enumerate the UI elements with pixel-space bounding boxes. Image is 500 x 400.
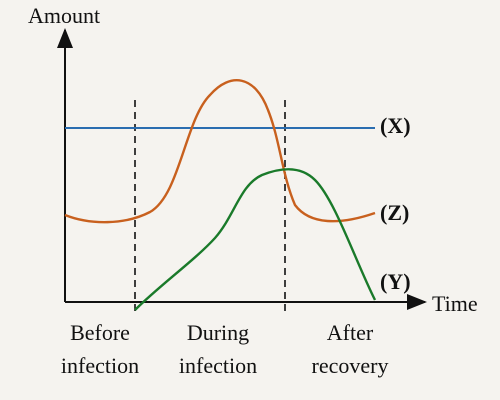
phase-label: After (327, 320, 374, 345)
phase-label: During (187, 320, 249, 345)
curve-label: (Y) (380, 269, 411, 294)
curve-label: (X) (380, 113, 411, 138)
phase-label: recovery (312, 353, 389, 378)
curve-y (134, 168, 377, 311)
curve-label: (Z) (380, 200, 409, 225)
y-axis-label: Amount (28, 3, 100, 28)
x-axis-label: Time (432, 291, 478, 316)
phase-label: infection (61, 353, 139, 378)
phase-label: Before (70, 320, 130, 345)
curve-z (64, 79, 376, 224)
phase-label: infection (179, 353, 257, 378)
